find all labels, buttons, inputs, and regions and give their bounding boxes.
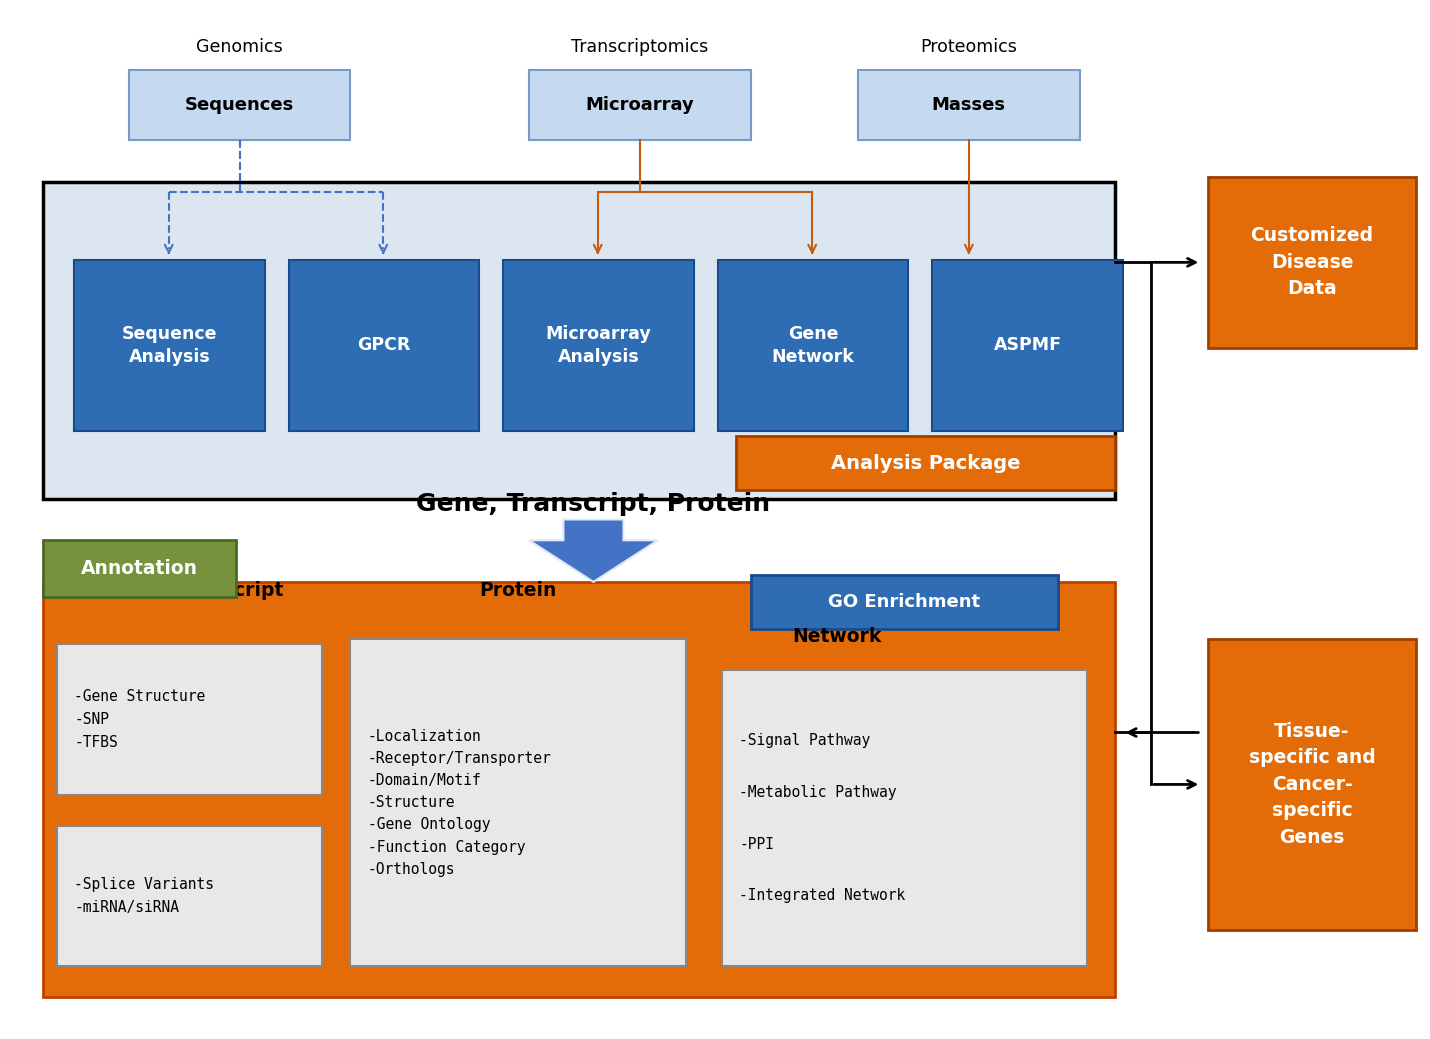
FancyBboxPatch shape: [129, 70, 350, 140]
Text: Customized
Disease
Data: Customized Disease Data: [1250, 227, 1374, 298]
FancyBboxPatch shape: [350, 639, 686, 966]
FancyBboxPatch shape: [932, 260, 1123, 431]
Text: ASPMF: ASPMF: [994, 337, 1061, 354]
Text: Tissue-
specific and
Cancer-
specific
Genes: Tissue- specific and Cancer- specific Ge…: [1248, 722, 1376, 847]
FancyBboxPatch shape: [57, 644, 322, 795]
FancyBboxPatch shape: [57, 826, 322, 966]
Text: Gene, Transcript, Protein: Gene, Transcript, Protein: [416, 491, 771, 516]
Text: Network: Network: [792, 628, 881, 646]
Text: Gene & transcript: Gene & transcript: [94, 581, 283, 600]
Text: Sequence
Analysis: Sequence Analysis: [122, 324, 217, 367]
Text: -Localization
-Receptor/Transporter
-Domain/Motif
-Structure
-Gene Ontology
-Fun: -Localization -Receptor/Transporter -Dom…: [368, 728, 551, 877]
FancyBboxPatch shape: [289, 260, 479, 431]
Text: Proteomics: Proteomics: [921, 38, 1017, 56]
Text: -Splice Variants
-miRNA/siRNA: -Splice Variants -miRNA/siRNA: [74, 877, 214, 915]
Text: Masses: Masses: [932, 96, 1005, 114]
FancyBboxPatch shape: [74, 260, 265, 431]
Text: Transcriptomics: Transcriptomics: [572, 38, 708, 56]
Text: Genomics: Genomics: [196, 38, 283, 56]
FancyBboxPatch shape: [1208, 639, 1416, 930]
Text: Sequences: Sequences: [184, 96, 295, 114]
Text: -Gene Structure
-SNP
-TFBS: -Gene Structure -SNP -TFBS: [74, 689, 206, 750]
FancyBboxPatch shape: [736, 436, 1115, 490]
FancyBboxPatch shape: [43, 182, 1115, 499]
Text: Microarray: Microarray: [585, 96, 695, 114]
FancyBboxPatch shape: [722, 670, 1087, 966]
Text: Analysis Package: Analysis Package: [831, 454, 1021, 473]
FancyBboxPatch shape: [43, 540, 236, 597]
FancyBboxPatch shape: [718, 260, 908, 431]
FancyBboxPatch shape: [858, 70, 1080, 140]
Text: GO Enrichment: GO Enrichment: [828, 592, 981, 611]
FancyBboxPatch shape: [751, 575, 1058, 629]
Text: -Signal Pathway

-Metabolic Pathway

-PPI

-Integrated Network: -Signal Pathway -Metabolic Pathway -PPI …: [739, 734, 905, 903]
Text: Protein: Protein: [479, 581, 556, 600]
FancyBboxPatch shape: [1208, 177, 1416, 348]
FancyBboxPatch shape: [529, 70, 751, 140]
Text: GPCR: GPCR: [358, 337, 410, 354]
Text: Microarray
Analysis: Microarray Analysis: [546, 324, 651, 367]
FancyBboxPatch shape: [503, 260, 694, 431]
Polygon shape: [529, 520, 658, 582]
Text: Gene
Network: Gene Network: [772, 324, 854, 367]
Text: Annotation: Annotation: [82, 559, 197, 579]
FancyBboxPatch shape: [43, 582, 1115, 997]
